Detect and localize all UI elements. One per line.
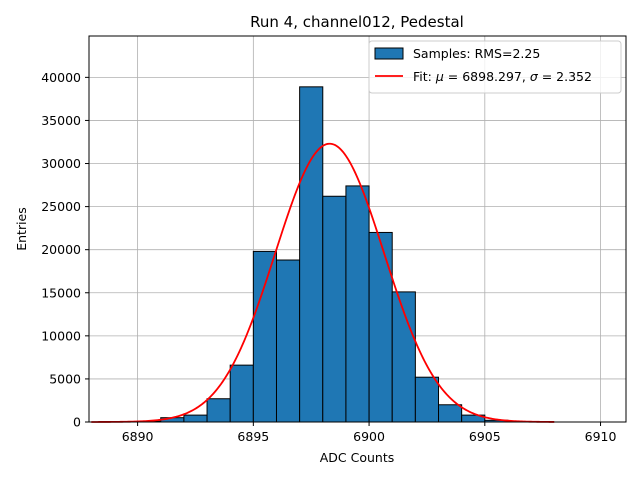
histogram-bar [252, 250, 277, 423]
y-tick-label: 0 [73, 415, 81, 430]
x-axis-ticks: 6890 6895 6900 6905 6910 [122, 422, 617, 444]
x-tick-label: 6895 [237, 429, 269, 444]
plot-frame [88, 35, 627, 423]
histogram-bar [322, 195, 347, 423]
x-tick-label: 6890 [122, 429, 154, 444]
legend-histogram-swatch [374, 47, 404, 60]
y-tick-label: 25000 [41, 199, 81, 214]
histogram-bar [206, 398, 231, 423]
y-tick-label: 40000 [41, 70, 81, 85]
x-axis-label: ADC Counts [320, 450, 395, 465]
histogram-bar [275, 259, 301, 423]
y-tick-label: 35000 [41, 113, 81, 128]
y-tick-label: 15000 [41, 285, 81, 300]
legend-fit-sigma-symbol: σ [530, 69, 539, 84]
legend-fit-sigma-value: = 2.352 [538, 69, 592, 84]
x-tick-label: 6905 [469, 429, 501, 444]
legend-fit-mu-symbol: μ [435, 69, 444, 84]
histogram-bar [414, 376, 440, 423]
fit-curve-group [91, 142, 555, 423]
legend-fit-prefix: Fit: [413, 69, 436, 84]
y-axis-label: Entries [14, 207, 29, 251]
legend-histogram-label: Samples: RMS=2.25 [413, 46, 540, 61]
legend-box [368, 40, 622, 94]
legend-fit-mu-value: = 6898.297, [444, 69, 530, 84]
histogram-bar [345, 185, 370, 423]
x-tick-label: 6900 [353, 429, 385, 444]
y-tick-label: 5000 [49, 371, 81, 386]
y-axis-ticks: 0 5000 10000 15000 20000 25000 30000 35000 40000 [41, 70, 89, 430]
histogram-bar [368, 231, 393, 423]
y-tick-label: 30000 [41, 156, 81, 171]
histogram-bar [183, 414, 208, 423]
fit-curve [91, 142, 555, 423]
chart-title: Run 4, channel012, Pedestal [250, 13, 464, 31]
histogram-bars [137, 86, 509, 423]
legend: Samples: RMS=2.25 Fit: μ = 6898.297, σ =… [368, 40, 622, 94]
histogram-bar [299, 86, 324, 423]
y-tick-label: 10000 [41, 328, 81, 343]
legend-fit-label: Fit: μ = 6898.297, σ = 2.352 [413, 69, 592, 84]
histogram-bar [229, 364, 254, 423]
y-tick-label: 20000 [41, 242, 81, 257]
x-tick-label: 6910 [585, 429, 617, 444]
histogram-bar [438, 404, 463, 423]
